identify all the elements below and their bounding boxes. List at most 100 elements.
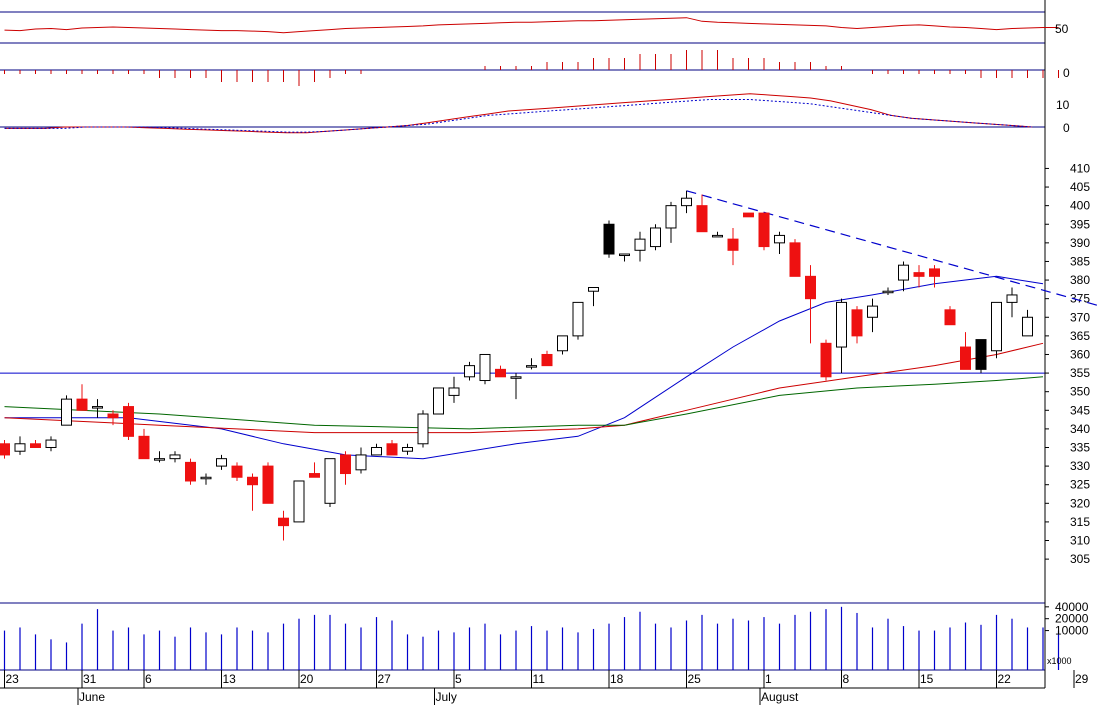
candle-body — [697, 206, 707, 232]
candle-body — [914, 273, 924, 277]
price-tick-label: 395 — [1070, 217, 1090, 231]
candle-body — [170, 455, 180, 459]
candle-body — [418, 414, 428, 444]
price-tick-label: 335 — [1070, 440, 1090, 454]
candle-body — [666, 206, 676, 228]
candle-body — [852, 310, 862, 336]
month-label: June — [79, 690, 105, 704]
candle-body — [744, 213, 754, 217]
candle-body — [604, 224, 614, 254]
price-tick-label: 385 — [1070, 254, 1090, 268]
candle-body — [837, 302, 847, 347]
date-tick-label: 18 — [610, 672, 624, 686]
date-tick-label: 25 — [688, 672, 702, 686]
candle-body — [1023, 317, 1033, 336]
date-tick-label: 1 — [765, 672, 772, 686]
price-tick-label: 400 — [1070, 199, 1090, 213]
price-tick-label: 315 — [1070, 515, 1090, 529]
candle-body — [294, 481, 304, 522]
candle-body — [635, 239, 645, 250]
price-tick-label: 310 — [1070, 534, 1090, 548]
candle-body — [372, 447, 382, 454]
candle-body — [930, 269, 940, 276]
month-label: August — [761, 690, 799, 704]
date-tick-label: 6 — [145, 672, 152, 686]
candle-body — [31, 444, 41, 448]
volume-scale-label: x1000 — [1047, 656, 1072, 666]
candle-body — [325, 459, 335, 504]
candle-body — [155, 459, 165, 461]
candle-body — [93, 407, 103, 409]
price-tick-label: 405 — [1070, 180, 1090, 194]
candle-body — [790, 243, 800, 276]
price-tick-label: 305 — [1070, 552, 1090, 566]
date-tick-label: 13 — [223, 672, 237, 686]
date-tick-label: 20 — [300, 672, 314, 686]
price-tick-label: 320 — [1070, 496, 1090, 510]
macd-tick-label: 0 — [1063, 121, 1070, 135]
candle-body — [682, 198, 692, 205]
date-tick-label: 15 — [920, 672, 934, 686]
candle-body — [806, 276, 816, 298]
candle-body — [449, 388, 459, 395]
candle-body — [496, 369, 506, 376]
candle-body — [620, 254, 630, 256]
price-tick-label: 330 — [1070, 459, 1090, 473]
candle-body — [527, 366, 537, 368]
candle-body — [46, 440, 56, 447]
candle-body — [232, 466, 242, 477]
candle-body — [573, 302, 583, 335]
date-tick-label: 29 — [1075, 672, 1089, 686]
price-tick-label: 365 — [1070, 329, 1090, 343]
price-tick-label: 380 — [1070, 273, 1090, 287]
date-tick-label: 27 — [378, 672, 392, 686]
candle-body — [992, 302, 1002, 350]
candle-body — [248, 477, 258, 484]
candle-body — [775, 235, 785, 242]
price-tick-label: 390 — [1070, 236, 1090, 250]
rsi-tick-label: 50 — [1055, 22, 1069, 36]
candle-body — [899, 265, 909, 280]
histogram-tick-label: 0 — [1063, 66, 1070, 80]
candle-body — [310, 474, 320, 478]
candle-body — [589, 288, 599, 292]
volume-tick-label: 10000 — [1055, 624, 1089, 638]
candle-body — [868, 306, 878, 317]
candle-body — [651, 228, 661, 247]
price-tick-label: 340 — [1070, 422, 1090, 436]
candle-body — [341, 455, 351, 474]
price-tick-label: 355 — [1070, 366, 1090, 380]
candle-body — [77, 399, 87, 410]
candle-body — [945, 310, 955, 325]
candle-body — [0, 444, 10, 455]
candle-body — [558, 336, 568, 351]
candle-body — [728, 239, 738, 250]
candle-body — [201, 477, 211, 479]
candle-body — [279, 518, 289, 525]
candle-body — [821, 343, 831, 376]
candle-body — [124, 407, 134, 437]
candle-body — [883, 291, 893, 293]
candle-body — [480, 354, 490, 380]
candle-body — [263, 466, 273, 503]
candle-body — [434, 388, 444, 414]
candle-body — [542, 354, 552, 365]
month-label: July — [436, 690, 457, 704]
candle-body — [465, 366, 475, 377]
candle-body — [15, 444, 25, 451]
date-tick-label: 5 — [455, 672, 462, 686]
candle-body — [759, 213, 769, 246]
candle-body — [62, 399, 72, 425]
date-tick-label: 22 — [998, 672, 1012, 686]
candle-body — [217, 459, 227, 466]
macd-tick-label: 10 — [1056, 98, 1070, 112]
candle-body — [186, 462, 196, 481]
candle-body — [511, 377, 521, 379]
date-tick-label: 11 — [533, 672, 546, 686]
candle-body — [403, 447, 413, 451]
date-tick-label: 8 — [843, 672, 850, 686]
candle-body — [961, 347, 971, 369]
